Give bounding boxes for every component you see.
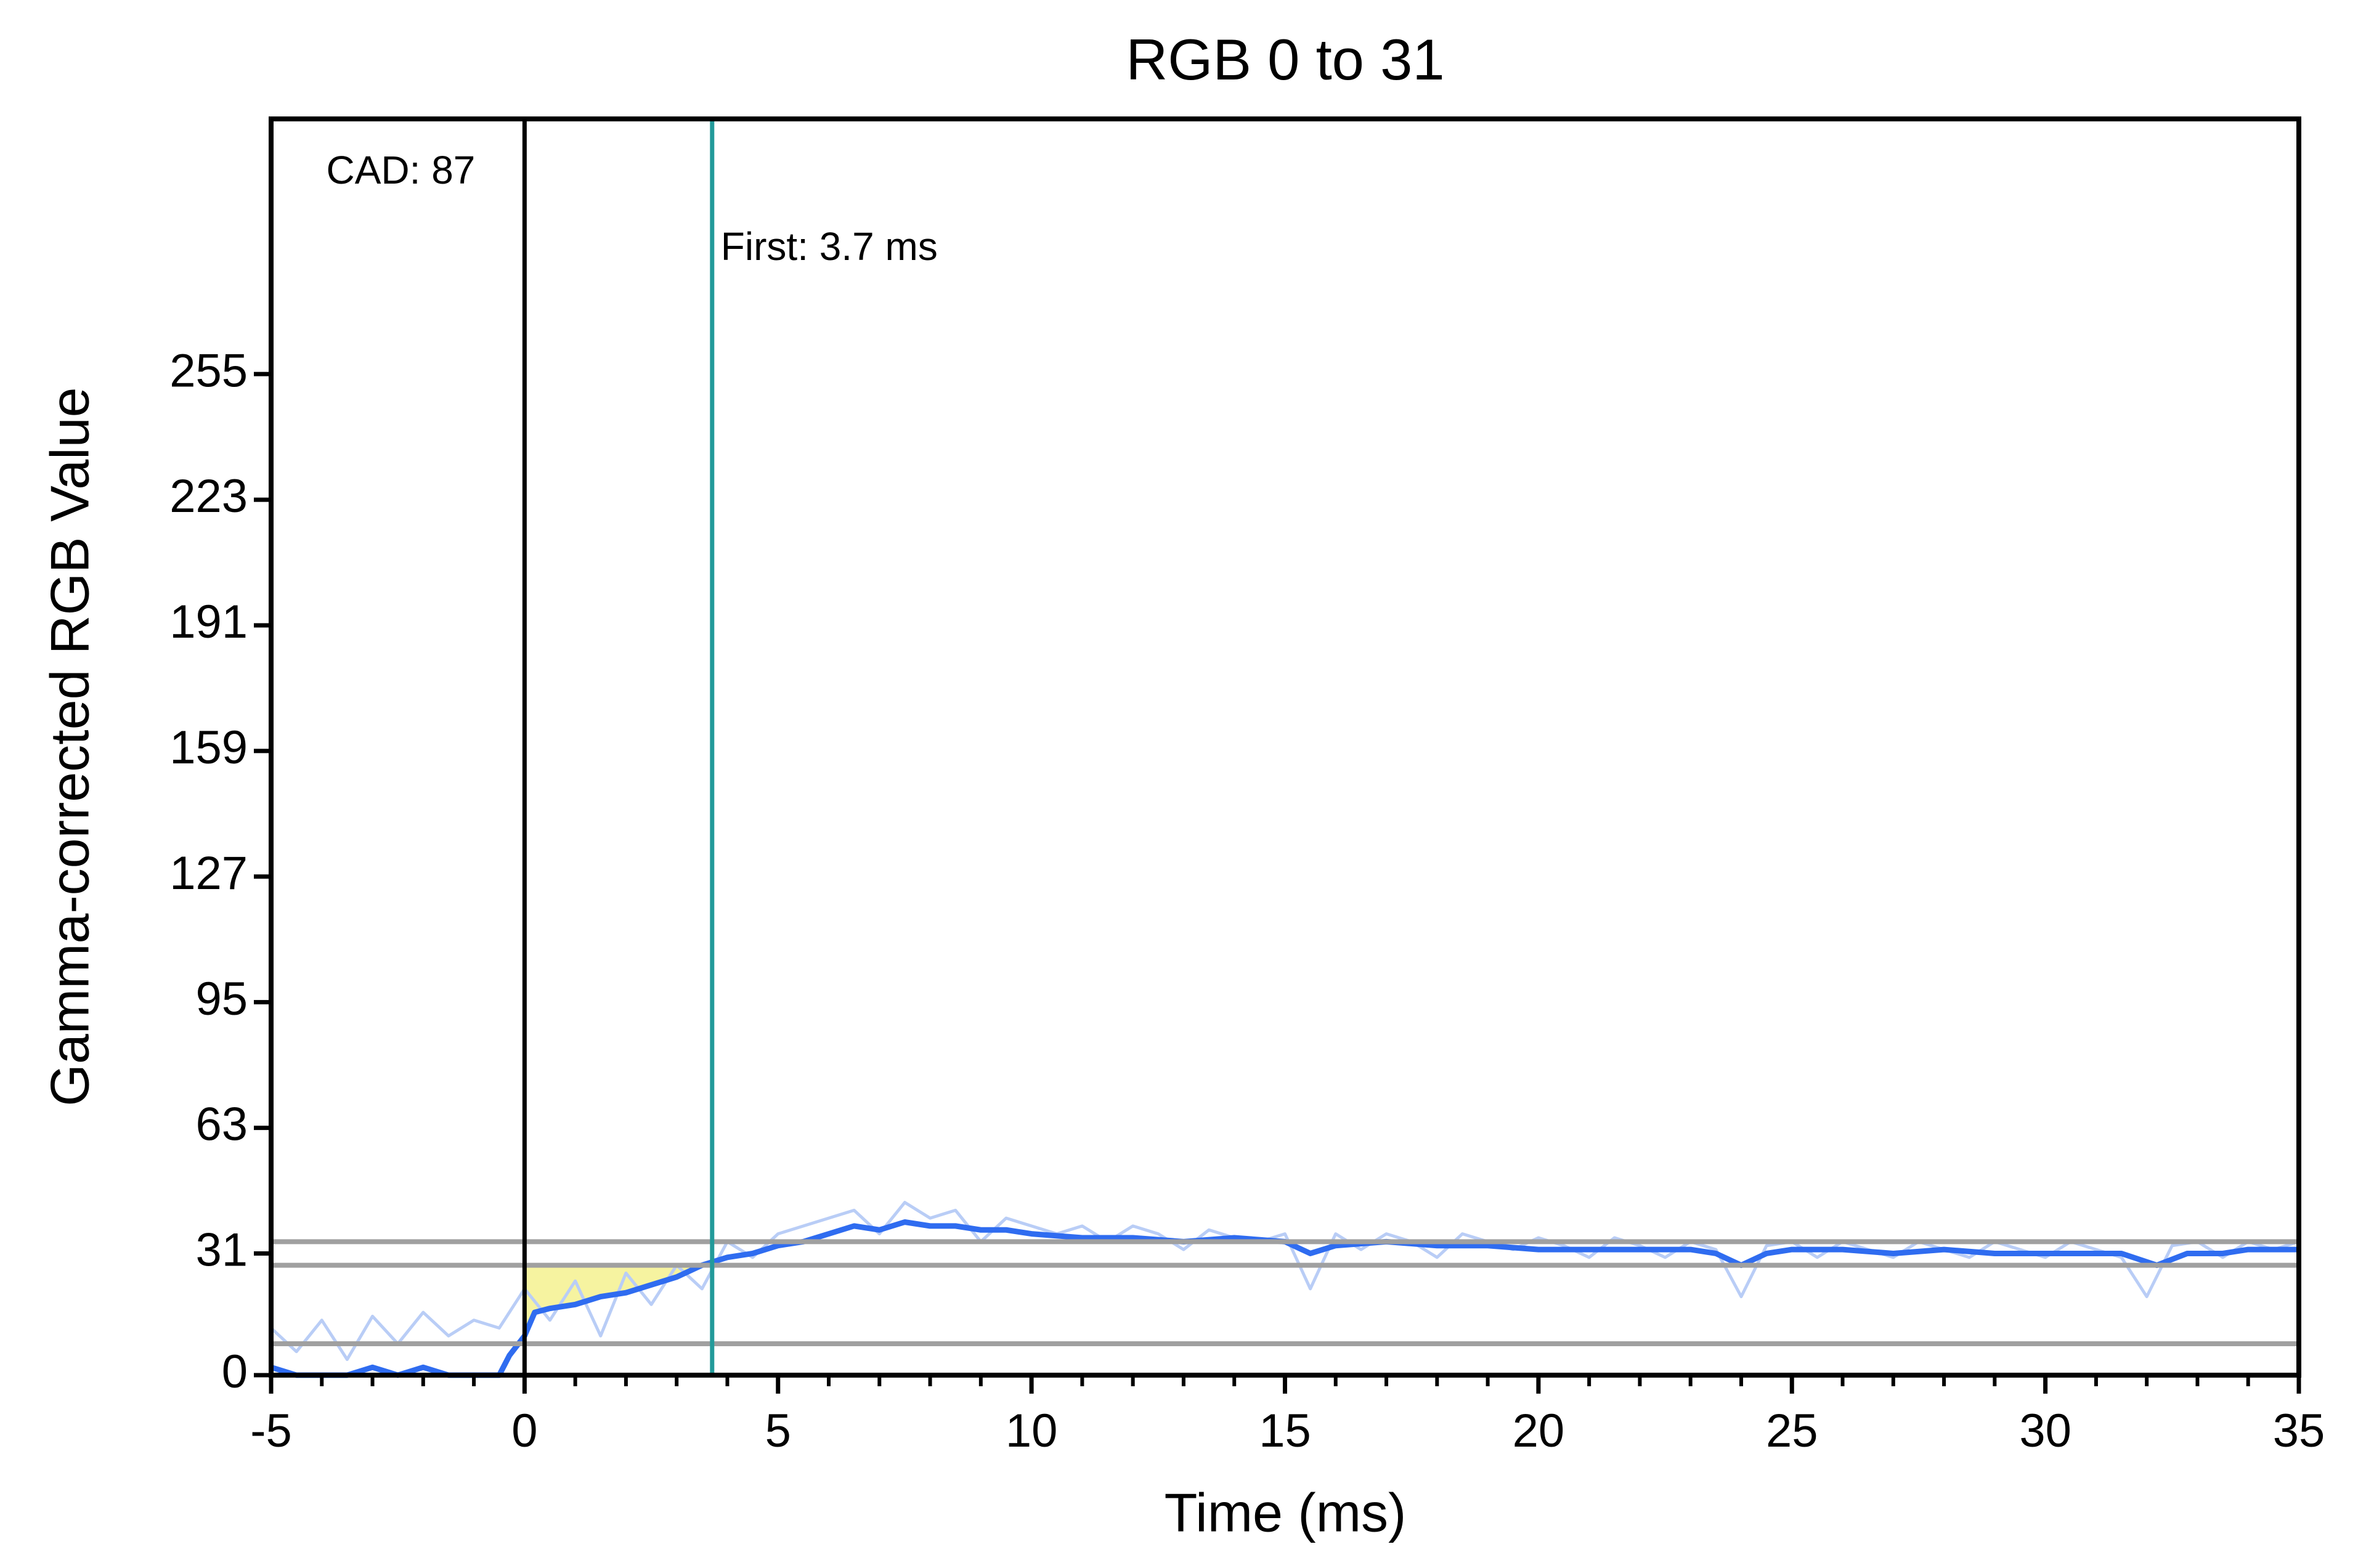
annotation: First: 3.7 ms — [721, 224, 938, 269]
y-tick-label: 31 — [195, 1224, 248, 1277]
data-line — [270, 1219, 2299, 1378]
x-tick-label: 25 — [1766, 1405, 1818, 1457]
x-tick-label: 5 — [765, 1405, 791, 1457]
y-tick-label: 159 — [169, 721, 248, 774]
y-tick-label: 255 — [169, 344, 248, 397]
annotation: CAD: 87 — [327, 148, 476, 192]
x-axis-label: Time (ms) — [1165, 1482, 1407, 1543]
x-tick-label: -5 — [250, 1405, 292, 1457]
x-tick-label: 15 — [1259, 1405, 1311, 1457]
y-tick-label: 223 — [169, 470, 248, 522]
y-tick-label: 191 — [169, 596, 248, 648]
data-line — [270, 1201, 2299, 1362]
y-axis-label: Gamma-corrected RGB Value — [39, 387, 100, 1106]
y-tick-label: 0 — [222, 1346, 248, 1398]
shaded-area — [524, 1265, 712, 1336]
y-tick-label: 95 — [195, 973, 248, 1025]
chart-title: RGB 0 to 31 — [1126, 27, 1444, 92]
plot-frame — [269, 116, 2301, 1378]
x-tick-label: 30 — [2019, 1405, 2071, 1457]
x-tick-label: 10 — [1006, 1405, 1058, 1457]
y-tick-label: 127 — [169, 847, 248, 900]
y-tick-label: 63 — [195, 1099, 248, 1151]
x-tick-label: 35 — [2273, 1405, 2325, 1457]
x-tick-label: 20 — [1513, 1405, 1565, 1457]
x-tick-label: 0 — [511, 1405, 537, 1457]
